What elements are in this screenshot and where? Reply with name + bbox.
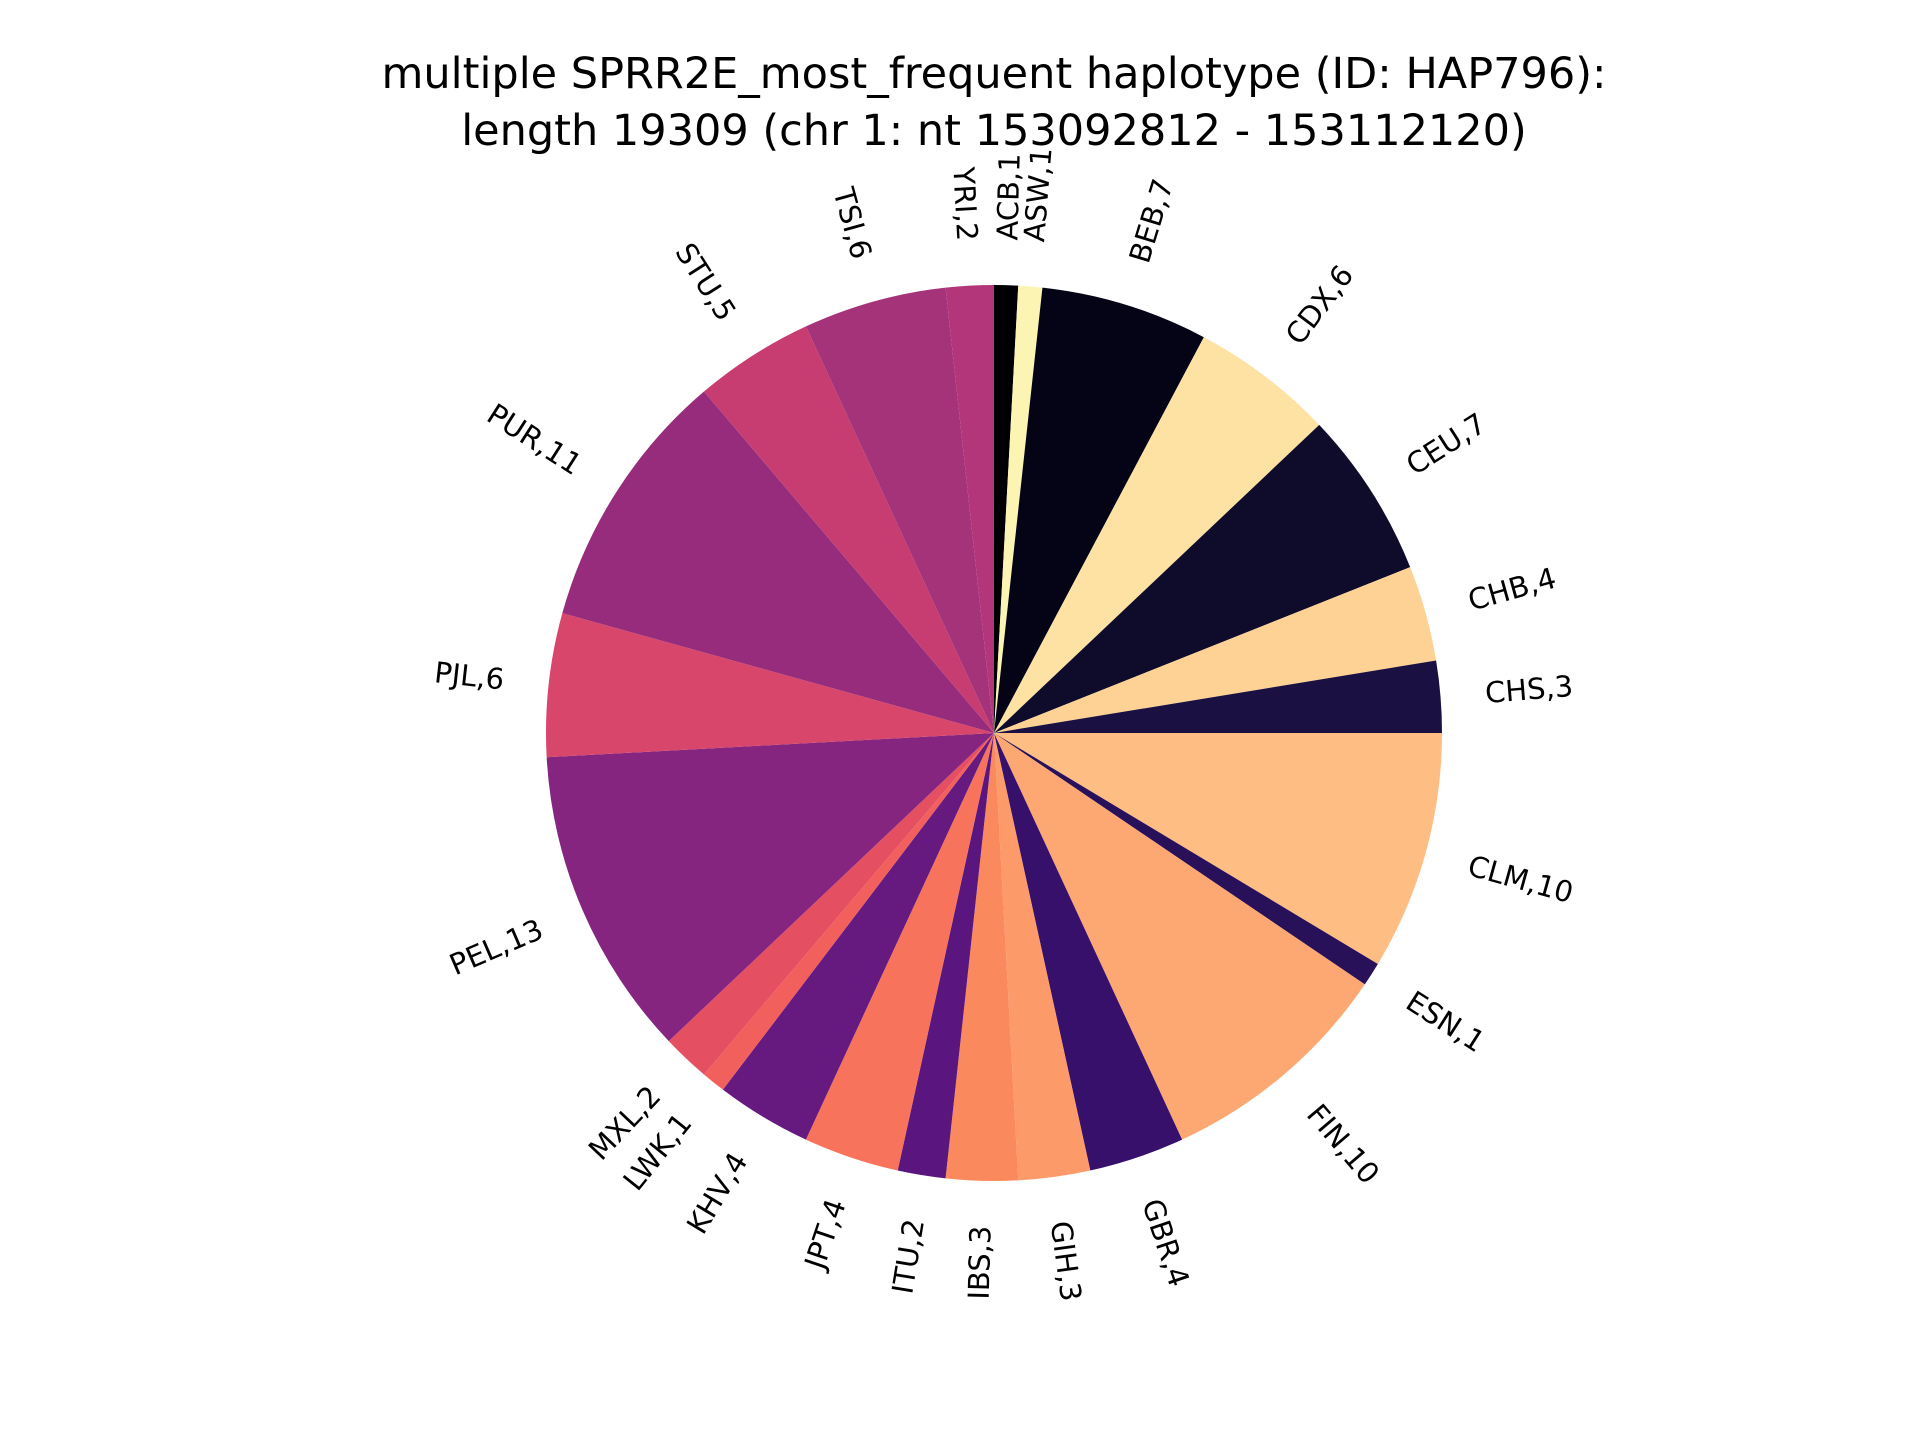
pie-slice-chs bbox=[994, 660, 1443, 733]
pie-slice-khv bbox=[722, 733, 994, 1140]
pie-slice-jpt bbox=[805, 733, 994, 1171]
pie-label-fin: FIN,10 bbox=[1300, 1098, 1386, 1191]
pie-slice-fin bbox=[994, 733, 1365, 1140]
pie-slice-cdx bbox=[994, 337, 1320, 733]
pie-label-itu: ITU,2 bbox=[885, 1217, 931, 1297]
pie-slice-chb bbox=[994, 567, 1437, 733]
pie-slice-mxl bbox=[668, 733, 994, 1075]
pie-slice-pur bbox=[562, 391, 994, 733]
pie-slice-pel bbox=[546, 733, 994, 1042]
pie-label-cdx: CDX,6 bbox=[1279, 259, 1361, 351]
pie-label-clm: CLM,10 bbox=[1464, 848, 1577, 910]
pie-slice-pjl bbox=[546, 613, 994, 758]
pie-slice-lwk bbox=[703, 733, 994, 1090]
pie-label-asw: ASW,1 bbox=[1017, 146, 1059, 243]
pie-slice-ceu bbox=[994, 424, 1411, 733]
pie-label-pur: PUR,11 bbox=[481, 397, 588, 482]
pie-label-khv: KHV,4 bbox=[680, 1146, 755, 1239]
pie-label-beb: BEB,7 bbox=[1122, 175, 1180, 267]
pie-label-yri: YRI,2 bbox=[946, 165, 984, 242]
pie-label-chb: CHB,4 bbox=[1464, 561, 1559, 618]
chart-subtitle: length 19309 (chr 1: nt 153092812 - 1531… bbox=[461, 106, 1527, 156]
pie-slices bbox=[546, 285, 1443, 1181]
pie-label-gbr: GBR,4 bbox=[1135, 1195, 1196, 1291]
chart-title: multiple SPRR2E_most_frequent haplotype … bbox=[382, 49, 1607, 99]
pie-slice-acb bbox=[994, 285, 1019, 733]
pie-slice-asw bbox=[994, 285, 1043, 733]
pie-slice-yri bbox=[945, 285, 994, 733]
pie-slice-gbr bbox=[994, 733, 1183, 1171]
pie-label-gih: GIH,3 bbox=[1044, 1219, 1089, 1303]
pie-slice-esn bbox=[994, 733, 1378, 985]
pie-slice-tsi bbox=[805, 287, 994, 733]
pie-slice-beb bbox=[994, 287, 1204, 733]
pie-label-esn: ESN,1 bbox=[1400, 984, 1491, 1059]
pie-slice-ibs bbox=[945, 733, 1019, 1181]
pie-label-stu: STU,5 bbox=[668, 237, 742, 327]
pie-slice-stu bbox=[703, 326, 994, 733]
pie-label-tsi: TSI,6 bbox=[826, 183, 878, 263]
pie-slice-gih bbox=[994, 733, 1091, 1181]
pie-label-ceu: CEU,7 bbox=[1400, 406, 1492, 482]
pie-label-ibs: IBS,3 bbox=[962, 1225, 998, 1300]
pie-label-jpt: JPT,4 bbox=[797, 1195, 853, 1275]
pie-slice-itu bbox=[897, 733, 994, 1179]
pie-label-acb: ACB,1 bbox=[990, 153, 1026, 241]
pie-label-pel: PEL,13 bbox=[444, 912, 548, 982]
pie-label-chs: CHS,3 bbox=[1484, 669, 1575, 710]
pie-label-pjl: PJL,6 bbox=[433, 655, 506, 696]
pie-slice-clm bbox=[994, 733, 1442, 964]
